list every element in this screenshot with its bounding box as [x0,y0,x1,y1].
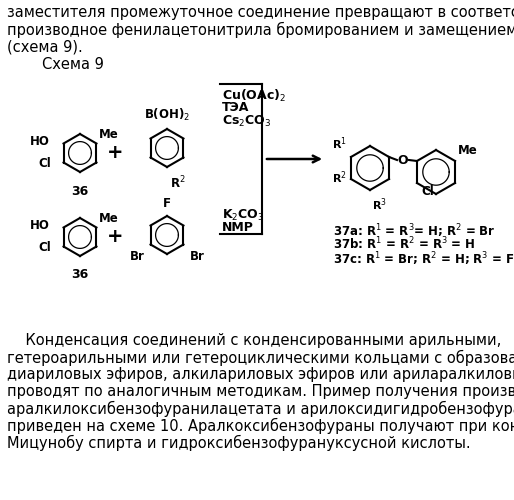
Text: 36: 36 [71,185,88,198]
Text: +: + [107,228,123,246]
Text: Cu(OAc)$_2$: Cu(OAc)$_2$ [222,88,286,104]
Text: Схема 9: Схема 9 [42,57,104,72]
Text: Cs$_2$CO$_3$: Cs$_2$CO$_3$ [222,114,271,129]
Text: Cl: Cl [39,241,51,254]
Text: R$^2$: R$^2$ [332,170,347,186]
Text: O: O [398,154,408,166]
Text: R$^2$: R$^2$ [170,175,186,192]
Text: Me: Me [458,144,478,157]
Text: Br: Br [190,250,205,262]
Text: K$_2$CO$_3$: K$_2$CO$_3$ [222,208,265,223]
Text: Me: Me [99,128,118,140]
Text: B(OH)$_2$: B(OH)$_2$ [144,107,190,123]
Text: гетероарильными или гетероциклическими кольцами с образованием: гетероарильными или гетероциклическими к… [7,350,514,366]
Text: заместителя промежуточное соединение превращают в соответствующее: заместителя промежуточное соединение пре… [7,5,514,20]
Text: Мицунобу спирта и гидроксибензофурануксусной кислоты.: Мицунобу спирта и гидроксибензофурануксу… [7,435,471,451]
Text: аралкилоксибензофуранилацетата и арилоксидигидробензофуранилацетата: аралкилоксибензофуранилацетата и арилокс… [7,401,514,417]
Text: F: F [163,197,171,210]
Text: +: + [107,144,123,163]
Text: диариловых эфиров, алкилариловых эфиров или ариларалкиловых эфиров: диариловых эфиров, алкилариловых эфиров … [7,367,514,382]
Text: Br: Br [130,250,144,262]
Text: Cl: Cl [39,157,51,170]
Text: (схема 9).: (схема 9). [7,39,83,54]
Text: Конденсация соединений с конденсированными арильными,: Конденсация соединений с конденсированны… [7,333,501,348]
Text: производное фенилацетонитрила бромированием и замещением на цианид: производное фенилацетонитрила бромирован… [7,22,514,38]
Text: Me: Me [99,212,118,224]
Text: HO: HO [30,135,49,148]
Text: NMP: NMP [222,221,254,234]
Text: проводят по аналогичным методикам. Пример получения производных: проводят по аналогичным методикам. Приме… [7,384,514,399]
Text: приведен на схеме 10. Аралкоксибензофураны получают при конденсации: приведен на схеме 10. Аралкоксибензофура… [7,418,514,434]
Text: R$^3$: R$^3$ [372,196,387,212]
Text: 36: 36 [71,268,88,281]
Text: 37a: R$^1$ = R$^3$= H; R$^2$ = Br: 37a: R$^1$ = R$^3$= H; R$^2$ = Br [333,222,495,240]
Text: 37b: R$^1$ = R$^2$ = R$^3$ = H: 37b: R$^1$ = R$^2$ = R$^3$ = H [333,236,475,252]
Text: Cl: Cl [421,185,434,198]
Text: ТЭА: ТЭА [222,101,249,114]
Text: 37c: R$^1$ = Br; R$^2$ = H; R$^3$ = F: 37c: R$^1$ = Br; R$^2$ = H; R$^3$ = F [333,250,514,268]
Text: HO: HO [30,219,49,232]
Text: R$^1$: R$^1$ [332,136,347,152]
